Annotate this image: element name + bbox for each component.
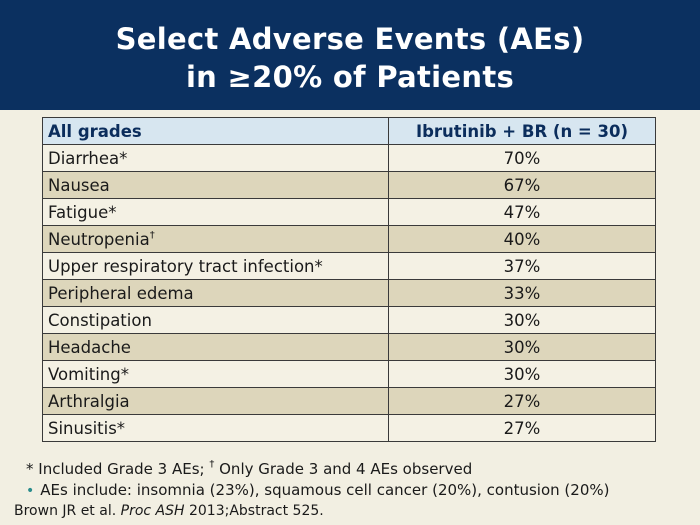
event-percent: 33% [388, 279, 656, 307]
footnote-grade-part2: Only Grade 3 and 4 AEs observed [214, 460, 473, 478]
citation-authors: Brown JR et al. [14, 503, 121, 519]
event-name: Neutropenia [48, 229, 150, 249]
event-percent: 37% [388, 252, 656, 280]
event-name: Peripheral edema [48, 283, 194, 303]
citation: Brown JR et al. Proc ASH 2013;Abstract 5… [14, 503, 324, 519]
table-row: Diarrhea* 70% [42, 144, 656, 172]
title-banner: Select Adverse Events (AEs) in ≥20% of P… [0, 0, 700, 110]
citation-journal: Proc ASH [120, 503, 185, 519]
event-name-cell: Diarrhea* [42, 144, 389, 172]
table-row: Arthralgia 27% [42, 387, 656, 415]
event-name: Vomiting* [48, 364, 129, 384]
event-name: Diarrhea* [48, 148, 128, 168]
citation-rest: 2013;Abstract 525. [184, 503, 324, 519]
event-percent: 27% [388, 387, 656, 415]
table-row: Headache 30% [42, 333, 656, 361]
slide-title-line2: in ≥20% of Patients [185, 60, 515, 94]
dagger-mark: † [209, 459, 215, 470]
event-percent: 27% [388, 414, 656, 442]
table-row: Constipation 30% [42, 306, 656, 334]
event-name: Fatigue* [48, 202, 117, 222]
event-percent: 70% [388, 144, 656, 172]
event-percent: 30% [388, 333, 656, 361]
dagger-mark: † [149, 229, 155, 241]
table-row: Vomiting* 30% [42, 360, 656, 388]
table-row: Upper respiratory tract infection* 37% [42, 252, 656, 280]
event-percent: 40% [388, 225, 656, 253]
event-name-cell: Nausea [42, 171, 389, 199]
footnote-grade-part1: * Included Grade 3 AEs; [26, 460, 210, 478]
column-header-treatment: Ibrutinib + BR (n = 30) [388, 117, 656, 145]
table-header-row: All grades Ibrutinib + BR (n = 30) [42, 117, 656, 145]
event-percent: 30% [388, 306, 656, 334]
event-percent: 47% [388, 198, 656, 226]
event-name: Sinusitis* [48, 418, 126, 438]
bullet-icon: • [26, 483, 35, 499]
event-name-cell: Sinusitis* [42, 414, 389, 442]
table-row: Sinusitis* 27% [42, 414, 656, 442]
event-name: Nausea [48, 175, 110, 195]
slide-title-line1: Select Adverse Events (AEs) [115, 22, 585, 56]
table-row: Nausea 67% [42, 171, 656, 199]
event-name-cell: Peripheral edema [42, 279, 389, 307]
event-name: Arthralgia [48, 391, 130, 411]
event-name-cell: Fatigue* [42, 198, 389, 226]
event-name: Upper respiratory tract infection* [48, 256, 323, 276]
table-row: Fatigue* 47% [42, 198, 656, 226]
footnote-grade: * Included Grade 3 AEs; † Only Grade 3 a… [26, 459, 473, 479]
event-name: Headache [48, 337, 131, 357]
footnote-other-aes: • AEs include: insomnia (23%), squamous c… [26, 481, 609, 499]
event-percent: 67% [388, 171, 656, 199]
event-name: Constipation [48, 310, 152, 330]
table-row: Neutropenia† 40% [42, 225, 656, 253]
column-header-grades: All grades [42, 117, 389, 145]
footnote-other-aes-text: AEs include: insomnia (23%), squamous ce… [40, 481, 610, 499]
table-body: Diarrhea* 70% Nausea 67% Fatigue* 47% Neutrope… [42, 144, 656, 442]
event-percent: 30% [388, 360, 656, 388]
event-name-cell: Arthralgia [42, 387, 389, 415]
event-name-cell: Vomiting* [42, 360, 389, 388]
event-name-cell: Neutropenia† [42, 225, 389, 253]
adverse-events-table: All grades Ibrutinib + BR (n = 30) Diarr… [42, 117, 656, 442]
table-row: Peripheral edema 33% [42, 279, 656, 307]
event-name-cell: Constipation [42, 306, 389, 334]
event-name-cell: Upper respiratory tract infection* [42, 252, 389, 280]
event-name-cell: Headache [42, 333, 389, 361]
